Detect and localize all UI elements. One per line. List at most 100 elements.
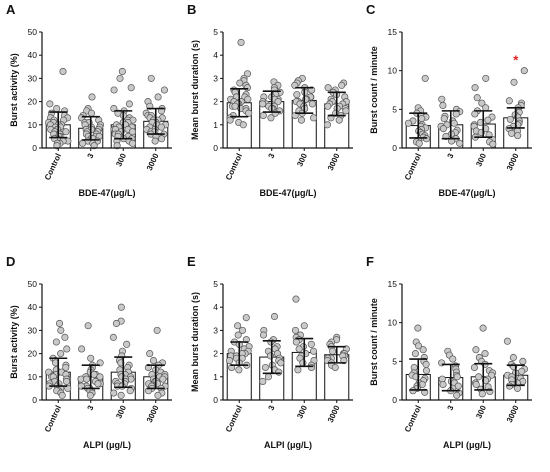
y-tick-label: 0	[392, 395, 397, 405]
x-tick-label: 3000	[505, 152, 521, 172]
data-point	[226, 116, 234, 124]
data-point	[242, 314, 250, 322]
data-point	[109, 333, 117, 341]
data-point	[438, 95, 446, 103]
panel-c: C Control 3 300 * 3000 0 5 10 15 Burst count / min…	[366, 2, 532, 198]
panel-letter: F	[366, 254, 374, 269]
data-point	[87, 109, 96, 117]
y-tick-label: 30	[28, 73, 38, 83]
data-point	[453, 373, 461, 381]
x-tick-label: 3000	[326, 152, 342, 172]
data-point	[422, 360, 430, 368]
data-point	[411, 350, 419, 358]
panel-e: E Control 3 300 3000 0 1 2 3 4 5 Mean burst duratio…	[187, 254, 353, 450]
data-point	[514, 132, 522, 140]
x-tick-label: 300	[295, 404, 309, 420]
data-point	[456, 139, 464, 147]
x-tick-label: 300	[474, 404, 488, 420]
data-point	[513, 384, 522, 392]
data-point	[128, 139, 137, 147]
y-tick-label: 0	[32, 395, 37, 405]
data-point	[475, 373, 483, 381]
data-point	[88, 93, 96, 101]
data-point	[147, 74, 155, 82]
data-point	[63, 377, 71, 385]
panel-letter: D	[6, 254, 15, 269]
data-point	[453, 391, 461, 399]
y-tick-label: 10	[388, 66, 398, 76]
data-point	[239, 326, 247, 334]
data-point	[482, 74, 490, 82]
y-tick-label: 5	[392, 104, 397, 114]
data-point	[110, 389, 118, 397]
data-point	[123, 340, 131, 348]
panel-letter: E	[187, 254, 196, 269]
data-point	[422, 367, 431, 375]
data-point	[244, 95, 252, 103]
x-tick-label: Control	[43, 404, 63, 434]
data-point	[154, 93, 162, 101]
y-tick-label: 2	[213, 349, 218, 359]
significance-marker: *	[513, 53, 519, 68]
data-point	[324, 84, 332, 92]
panel-letter: B	[187, 2, 196, 17]
y-axis-title: Mean burst duration (s)	[190, 292, 200, 392]
y-tick-label: 1	[213, 372, 218, 382]
data-point	[342, 107, 350, 115]
data-point	[79, 139, 87, 147]
y-tick-label: 2	[213, 97, 218, 107]
data-point	[243, 70, 252, 78]
data-point	[46, 100, 54, 108]
x-axis-title: ALPI (μg/L)	[443, 440, 491, 450]
data-point	[58, 391, 66, 399]
data-point	[116, 74, 124, 82]
data-point	[452, 110, 460, 118]
x-tick-label: 300	[114, 152, 128, 168]
data-point	[478, 99, 486, 107]
data-point	[404, 119, 412, 127]
data-point	[307, 363, 316, 372]
y-tick-label: 50	[28, 279, 38, 289]
data-point	[151, 137, 159, 145]
data-point	[519, 357, 527, 365]
data-point	[245, 109, 253, 117]
data-point	[267, 352, 275, 360]
data-point	[146, 350, 154, 358]
data-point	[310, 114, 318, 122]
data-point	[259, 377, 267, 385]
x-tick-label: 300	[474, 152, 488, 168]
data-point	[158, 135, 166, 143]
x-axis-title: ALPI (μg/L)	[264, 440, 312, 450]
data-point	[472, 380, 480, 389]
y-tick-label: 0	[32, 143, 37, 153]
data-point	[439, 125, 447, 133]
data-point	[160, 86, 168, 94]
data-point	[473, 94, 481, 102]
data-point	[159, 375, 167, 383]
x-tick-label: Control	[403, 152, 423, 182]
y-axis-title: Burst count / minute	[369, 46, 379, 134]
data-point	[270, 312, 279, 321]
data-point	[484, 116, 492, 124]
data-point	[61, 333, 69, 341]
data-point	[267, 114, 275, 122]
data-point	[225, 357, 234, 365]
data-point	[414, 324, 422, 332]
panel-letter: A	[6, 2, 16, 17]
y-axis-title: Burst activity (%)	[9, 305, 19, 379]
y-tick-label: 10	[28, 372, 38, 382]
data-point	[506, 115, 514, 123]
data-point	[415, 139, 423, 147]
data-point	[259, 111, 267, 120]
y-tick-label: 0	[213, 395, 218, 405]
panel-b: B Control 3 300 3000 0 1 2 3 4 5 Mean burst duratio…	[187, 2, 353, 198]
data-point	[267, 338, 275, 346]
x-tick-label: Control	[43, 152, 63, 182]
data-point	[274, 98, 282, 106]
y-tick-label: 5	[213, 279, 218, 289]
data-point	[503, 337, 511, 345]
x-tick-label: Control	[224, 404, 244, 434]
data-point	[329, 347, 337, 355]
data-point	[110, 86, 118, 94]
data-point	[118, 382, 126, 390]
